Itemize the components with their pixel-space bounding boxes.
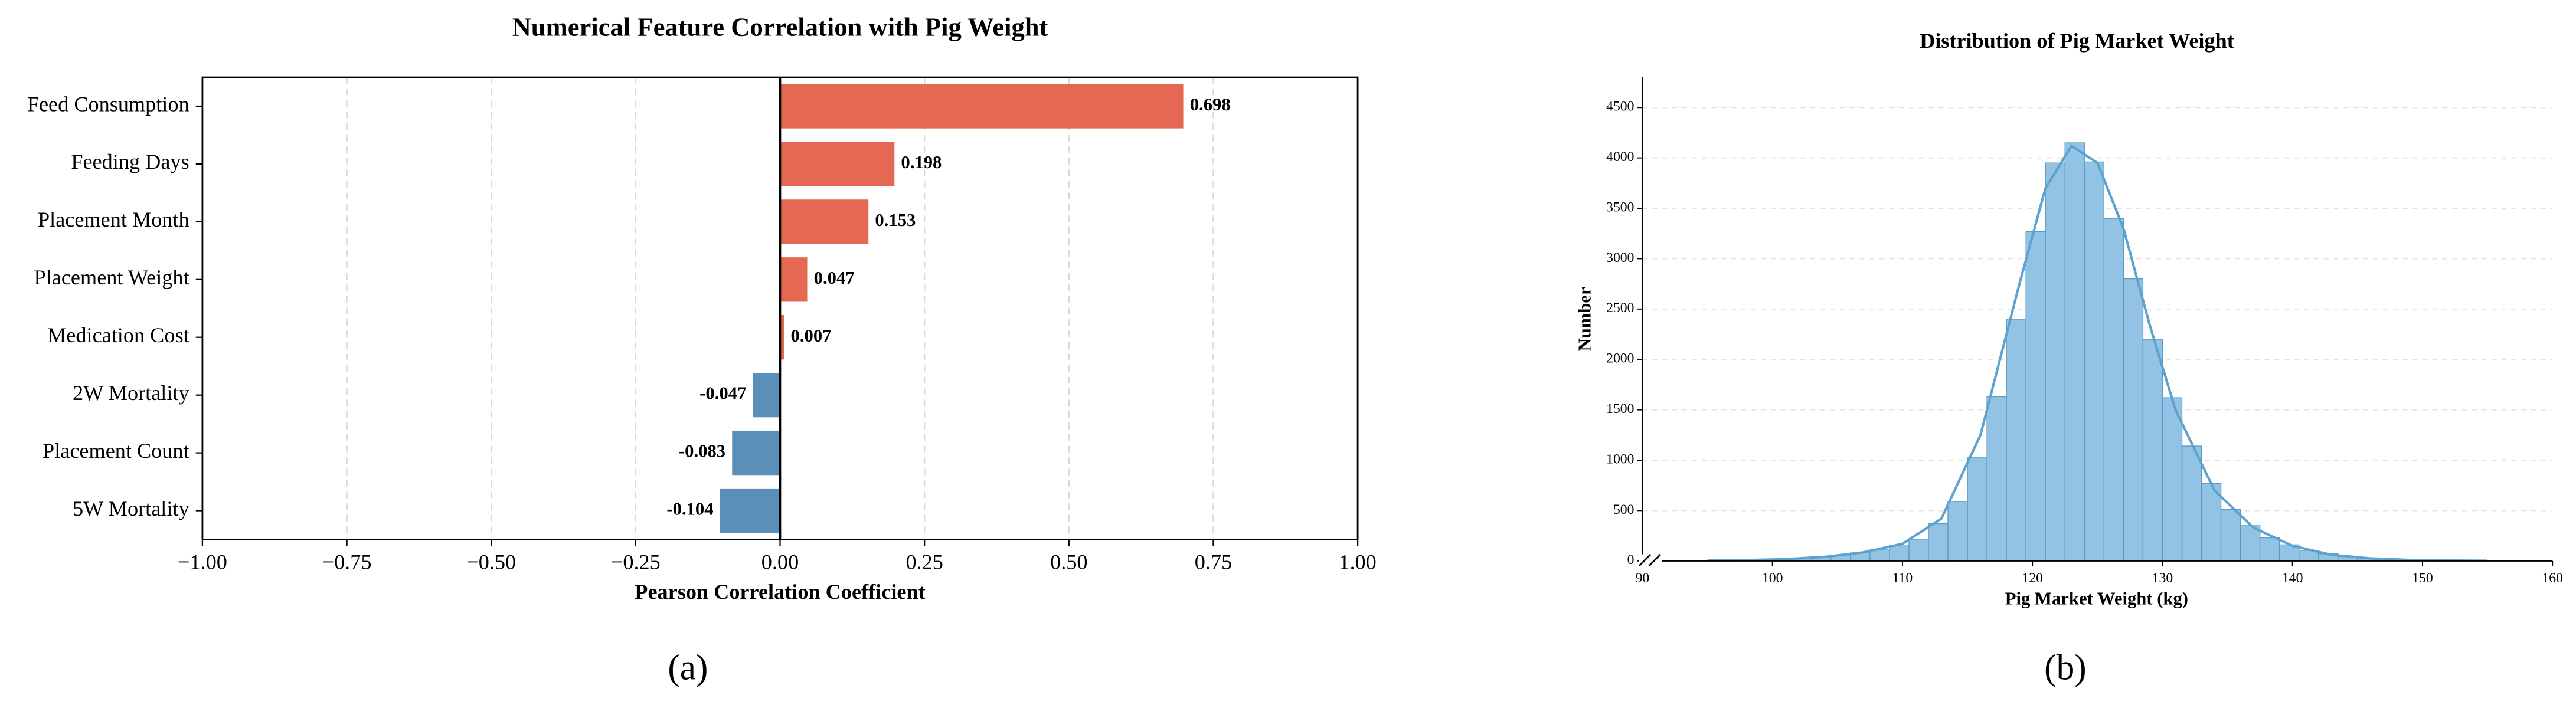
x-tick-label: 120 [2022, 571, 2043, 586]
x-tick-label: 100 [1762, 571, 1783, 586]
value-label: 0.007 [791, 326, 832, 346]
x-tick-label: 110 [1892, 571, 1913, 586]
value-label: 0.153 [875, 210, 916, 230]
value-label: -0.047 [699, 384, 746, 404]
histogram-bar [2240, 525, 2261, 562]
x-tick-label: 90 [1636, 571, 1650, 586]
x-tick-label: −0.25 [611, 550, 661, 574]
y-tick-label: Medication Cost [47, 323, 189, 347]
kde-line [1707, 144, 2488, 562]
histogram-bar [2142, 339, 2163, 562]
histogram-bar [1928, 523, 1949, 562]
caption: (b) [2044, 648, 2087, 688]
x-tick-label: 0.50 [1050, 550, 1087, 574]
bar [732, 430, 780, 476]
y-tick-label: 0 [1627, 552, 1634, 568]
x-tick-label: 0.75 [1195, 550, 1232, 574]
x-tick-label: −0.50 [466, 550, 516, 574]
x-axis-label: Pearson Correlation Coefficient [635, 580, 925, 604]
histogram-bar [2064, 142, 2085, 562]
bar [753, 373, 780, 418]
histogram-bar [1967, 457, 1987, 562]
y-tick-label: 3000 [1606, 250, 1634, 266]
y-tick-label: Feed Consumption [27, 92, 189, 116]
histogram-bar [1908, 539, 1929, 562]
x-tick-label: −0.75 [322, 550, 372, 574]
y-tick-label: 2W Mortality [73, 381, 189, 405]
x-tick-label: 0.25 [905, 550, 943, 574]
histogram-bar [1986, 396, 2007, 562]
x-tick-label: 130 [2152, 571, 2173, 586]
histogram-bar [1889, 545, 1910, 562]
value-label: -0.083 [679, 441, 725, 461]
x-tick-label: 150 [2412, 571, 2433, 586]
value-label: 0.198 [901, 152, 942, 172]
value-label: 0.047 [814, 268, 855, 288]
y-tick-label: Placement Count [43, 439, 189, 463]
y-tick-label: 1000 [1606, 451, 1634, 467]
y-tick-label: 4000 [1606, 149, 1634, 165]
histogram-bar [2006, 319, 2026, 562]
bar [780, 199, 869, 244]
histogram-bar [2025, 231, 2046, 562]
x-tick-label: 0.00 [761, 550, 799, 574]
histogram-bar [2103, 218, 2124, 562]
y-tick-label: Placement Weight [34, 266, 189, 289]
histogram-bar [2201, 483, 2222, 562]
bar [720, 488, 780, 533]
y-tick-label: 3500 [1606, 199, 1634, 215]
histogram-bar [1947, 501, 1968, 562]
y-tick-label: 2000 [1606, 351, 1634, 366]
histogram-bar [2259, 537, 2280, 562]
histogram-bar [2181, 445, 2202, 562]
y-tick-label: Feeding Days [71, 150, 189, 173]
bar [780, 84, 1184, 129]
histogram-bar [2220, 509, 2241, 562]
x-tick-label: −1.00 [178, 550, 227, 574]
plot-frame [201, 76, 1359, 540]
x-axis-label: Pig Market Weight (kg) [2005, 589, 2188, 609]
x-tick-label: 140 [2282, 571, 2303, 586]
bar [780, 315, 784, 360]
axis-break [1638, 553, 1662, 567]
y-tick-label: 5W Mortality [73, 497, 189, 520]
bar [780, 142, 895, 186]
y-axis-label: Number [1575, 287, 1595, 351]
histogram-bar [2045, 162, 2065, 562]
histogram-bar [2162, 397, 2183, 562]
value-label: -0.104 [666, 499, 713, 519]
bar [780, 257, 808, 302]
histogram-bar [2123, 278, 2144, 562]
y-tick-label: 2500 [1606, 300, 1634, 316]
y-tick-label: 500 [1613, 502, 1634, 517]
x-tick-label: 160 [2542, 571, 2563, 586]
chart-title: Numerical Feature Correlation with Pig W… [512, 12, 1048, 41]
chart-title: Distribution of Pig Market Weight [1920, 29, 2234, 53]
y-tick-label: 1500 [1606, 401, 1634, 417]
caption: (a) [668, 648, 708, 688]
y-tick-label: 4500 [1606, 99, 1634, 114]
y-tick-label: Placement Month [38, 208, 189, 231]
x-tick-label: 1.00 [1339, 550, 1376, 574]
histogram-bar [2084, 161, 2105, 562]
value-label: 0.698 [1190, 94, 1231, 114]
